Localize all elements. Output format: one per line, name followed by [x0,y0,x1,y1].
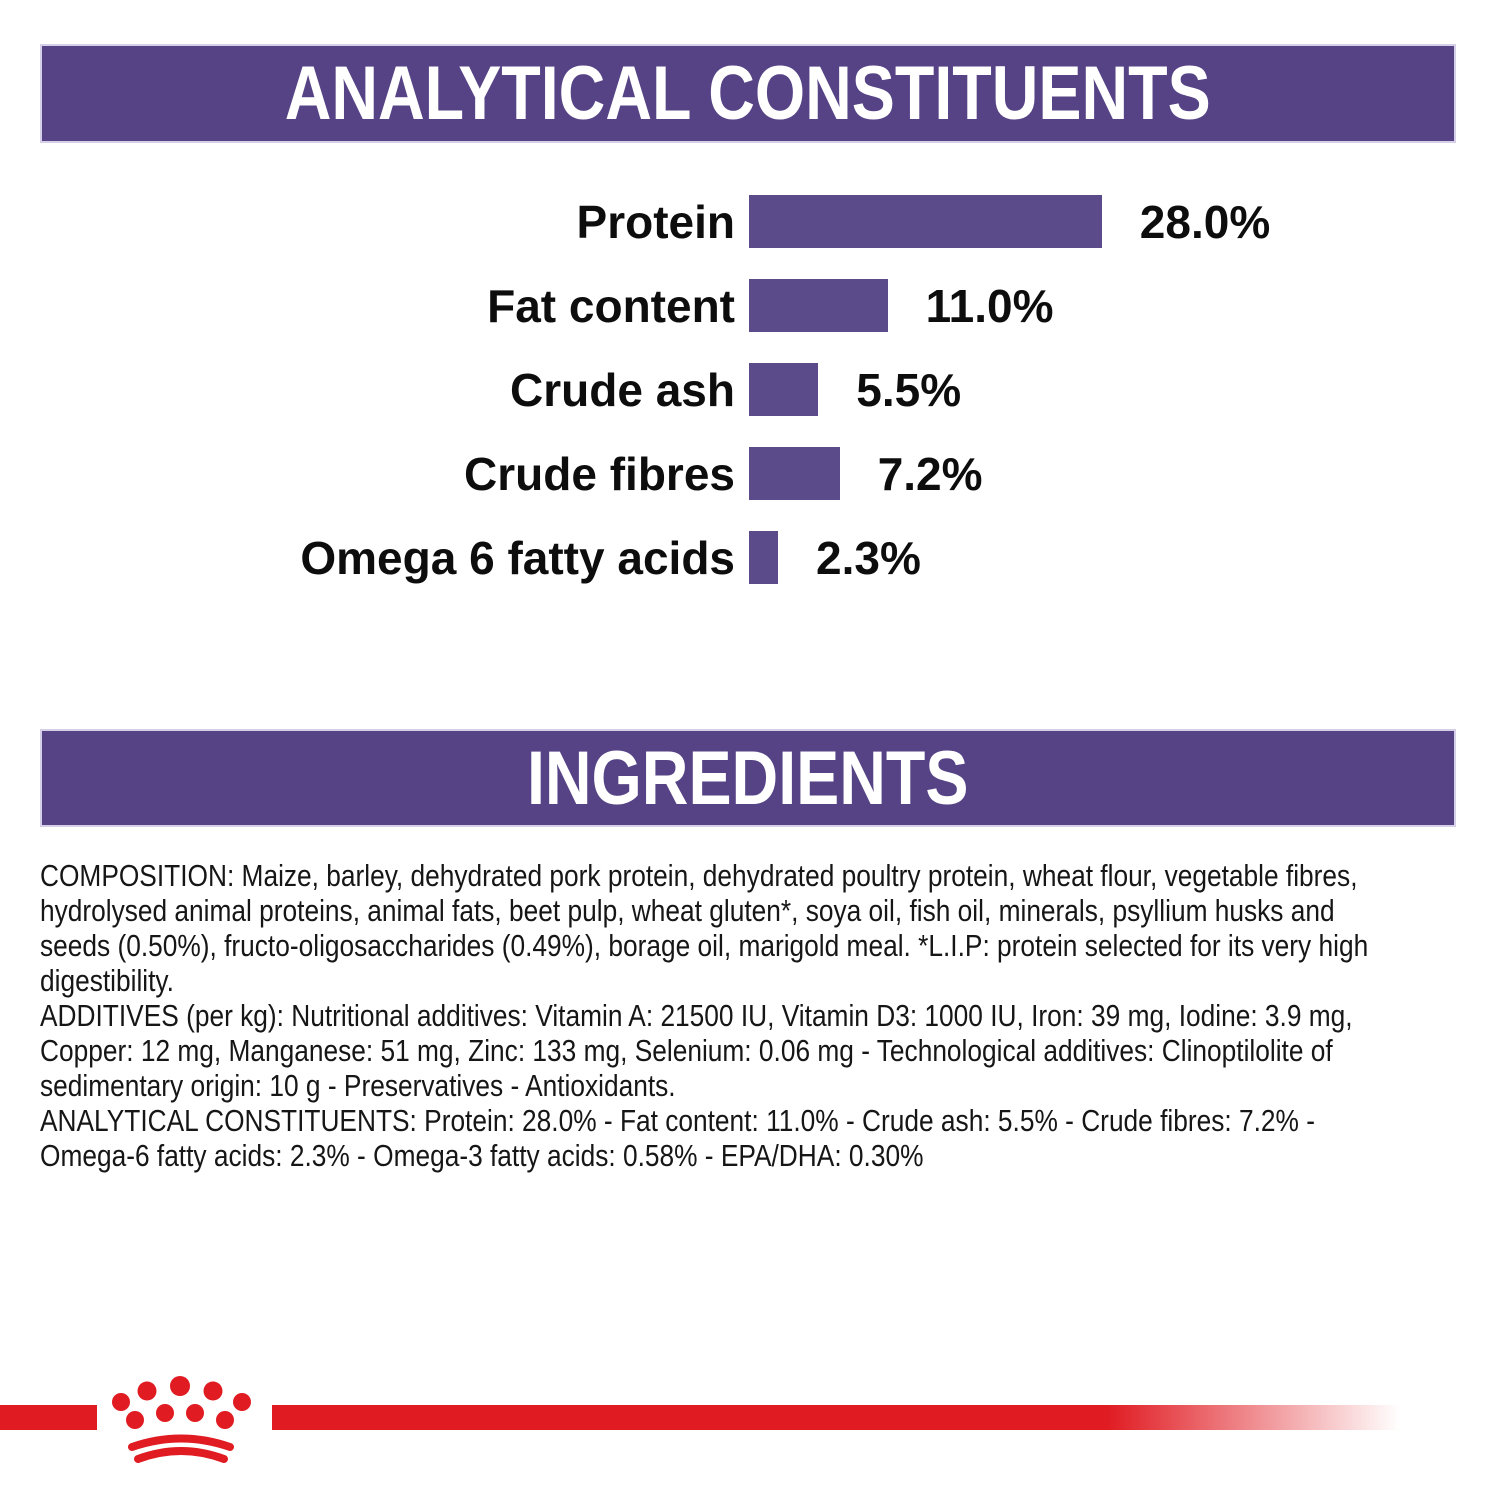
analytical-constituents-line: ANALYTICAL CONSTITUENTS: Protein: 28.0% … [40,1103,1315,1138]
analytical-constituents-bar-chart: Protein 28.0% Fat content 11.0% Crude as… [0,195,1500,615]
analytical-constituents-title: ANALYTICAL CONSTITUENTS [285,51,1211,136]
additives-line: sedimentary origin: 10 g - Preservatives… [40,1068,676,1103]
chart-value-label: 11.0% [925,279,1054,332]
chart-row-protein: Protein 28.0% [0,195,1500,248]
additives-line: Copper: 12 mg, Manganese: 51 mg, Zinc: 1… [40,1033,1333,1068]
ingredients-title: INGREDIENTS [527,735,969,821]
composition-line: seeds (0.50%), fructo-oligosaccharides (… [40,928,1369,963]
chart-category-label: Crude fibres [464,447,735,500]
composition-line: digestibility. [40,963,174,998]
composition-line: COMPOSITION: Maize, barley, dehydrated p… [40,858,1358,893]
royal-canin-crown-icon [112,1376,251,1463]
chart-category-label: Crude ash [510,363,735,416]
chart-bar [749,279,888,332]
chart-row-crude-ash: Crude ash 5.5% [0,363,1500,416]
chart-category-label: Fat content [487,279,735,332]
chart-bar [749,447,840,500]
analytical-constituents-banner: ANALYTICAL CONSTITUENTS [40,44,1456,143]
chart-row-omega-6: Omega 6 fatty acids 2.3% [0,531,1500,584]
chart-bar [749,531,778,584]
brand-red-line-left [0,1405,97,1430]
analytical-constituents-line: Omega-6 fatty acids: 2.3% - Omega-3 fatt… [40,1138,924,1173]
chart-category-label: Protein [576,195,735,248]
chart-value-label: 2.3% [816,531,921,584]
composition-line: hydrolysed animal proteins, animal fats,… [40,893,1335,928]
brand-red-line-right-fade [272,1405,1400,1430]
chart-value-label: 7.2% [877,447,983,500]
chart-value-label: 5.5% [856,363,962,416]
chart-bar [749,195,1102,248]
ingredients-text-block: COMPOSITION: Maize, barley, dehydrated p… [40,858,1460,1173]
chart-bar [749,363,819,416]
chart-category-label: Omega 6 fatty acids [300,531,735,584]
ingredients-banner: INGREDIENTS [40,729,1456,827]
chart-row-crude-fibres: Crude fibres 7.2% [0,447,1500,500]
chart-row-fat-content: Fat content 11.0% [0,279,1500,332]
chart-value-label: 28.0% [1139,195,1271,248]
additives-line: ADDITIVES (per kg): Nutritional additive… [40,998,1353,1033]
